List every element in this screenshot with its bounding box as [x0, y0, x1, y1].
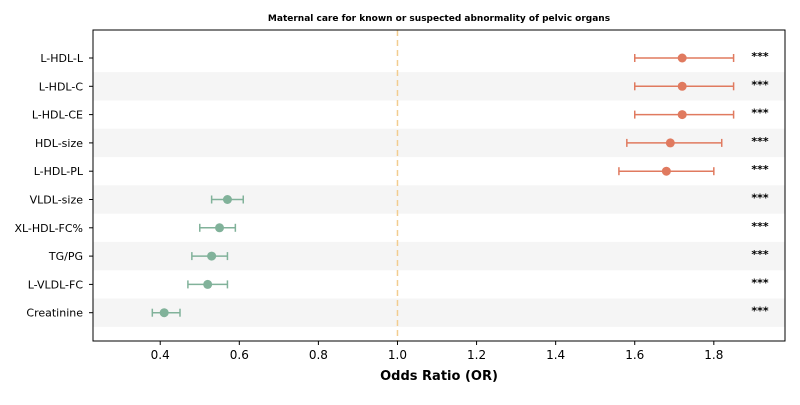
forest-row: L-HDL-C *** [39, 78, 769, 93]
or-point [215, 223, 225, 233]
row-label: L-HDL-C [39, 80, 84, 93]
significance-label: *** [751, 192, 769, 205]
x-axis-title: Odds Ratio (OR) [380, 369, 498, 384]
or-point [207, 251, 217, 261]
row-label: L-HDL-PL [34, 165, 84, 178]
forest-row: XL-HDL-FC% *** [14, 220, 768, 235]
forest-row: L-HDL-PL *** [34, 163, 769, 178]
significance-label: *** [751, 107, 769, 120]
forest-row: L-VLDL-FC *** [28, 276, 769, 291]
or-point [677, 110, 687, 120]
row-shade [93, 185, 785, 214]
significance-label: *** [751, 248, 769, 261]
or-point [222, 195, 232, 204]
forest-row: L-HDL-CE *** [32, 107, 769, 122]
plot-frame [92, 29, 786, 342]
x-tick-label: 1.2 [467, 348, 486, 362]
x-tick-label: 1.8 [704, 348, 723, 362]
forest-row: VLDL-size *** [30, 192, 769, 207]
or-point [203, 279, 213, 289]
significance-label: *** [751, 220, 769, 233]
or-point [677, 81, 687, 91]
x-tick-label: 0.4 [151, 348, 170, 362]
forest-row: TG/PG *** [48, 248, 769, 263]
forest-row: HDL-size *** [35, 135, 769, 150]
x-tick-label: 0.6 [230, 348, 249, 362]
or-point [159, 308, 169, 318]
forest-row: Creatinine *** [26, 305, 768, 320]
row-label: L-HDL-L [40, 52, 84, 65]
row-shade [93, 298, 785, 327]
row-label: Creatinine [26, 307, 83, 320]
or-point [677, 53, 687, 63]
chart-title: Maternal care for known or suspected abn… [268, 14, 610, 24]
row-label: VLDL-size [30, 194, 84, 207]
forest-row: L-HDL-L *** [40, 50, 769, 65]
or-point [665, 138, 675, 148]
row-label: L-HDL-CE [32, 109, 83, 122]
x-tick-label: 0.8 [309, 348, 328, 362]
x-tick-label: 1.6 [625, 348, 644, 362]
or-point [661, 166, 671, 176]
axis-layer: 0.4 0.6 0.8 1.0 1.2 1.4 1.6 1.8 [89, 29, 786, 362]
row-label: XL-HDL-FC% [14, 222, 83, 235]
row-label: HDL-size [35, 137, 83, 150]
x-tick-label: 1.4 [546, 348, 565, 362]
data-layer: L-HDL-L *** L-HDL-C *** L-HDL-CE *** HDL-size *… [14, 50, 768, 320]
x-tick-label: 1.0 [388, 348, 407, 362]
significance-label: *** [751, 276, 769, 289]
row-label: TG/PG [48, 250, 83, 263]
significance-label: *** [751, 78, 769, 91]
significance-label: *** [751, 305, 769, 318]
significance-label: *** [751, 50, 769, 63]
significance-label: *** [751, 135, 769, 148]
row-label: L-VLDL-FC [28, 278, 84, 291]
significance-label: *** [751, 163, 769, 176]
